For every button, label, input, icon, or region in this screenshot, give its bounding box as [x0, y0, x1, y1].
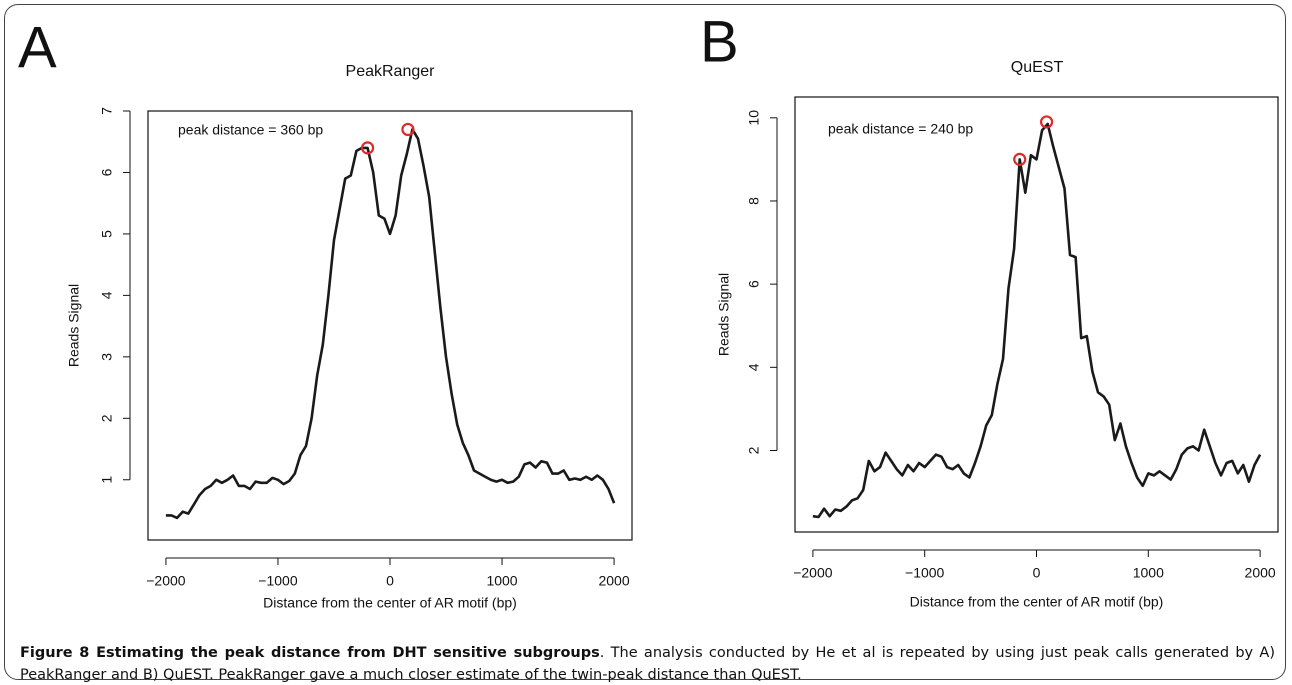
chart-title: QuEST	[1011, 59, 1064, 76]
x-tick-label: 0	[386, 573, 394, 589]
data-line	[165, 128, 616, 520]
chart-title: PeakRanger	[346, 63, 436, 80]
y-axis-label: Reads Signal	[66, 284, 82, 367]
y-tick-label: 4	[746, 363, 762, 371]
y-tick-label: 5	[99, 230, 115, 238]
annotation: peak distance = 360 bp	[178, 122, 323, 138]
y-tick-label: 4	[99, 291, 115, 299]
caption-title: Figure 8 Estimating the peak distance fr…	[20, 645, 600, 661]
x-tick-label: −1000	[258, 573, 298, 589]
panel-label: A	[18, 15, 57, 80]
x-axis-label: Distance from the center of AR motif (bp…	[910, 594, 1164, 610]
y-tick-label: 10	[746, 110, 762, 126]
x-tick-label: −2000	[793, 565, 833, 581]
y-tick-label: 6	[746, 280, 762, 288]
x-tick-label: 2000	[598, 573, 629, 589]
x-tick-label: −2000	[146, 573, 186, 589]
y-axis-label: Reads Signal	[716, 273, 732, 356]
peak-marker	[1039, 115, 1054, 129]
x-tick-label: 2000	[1245, 565, 1276, 581]
charts: A PeakRanger Distance from the center of A…	[18, 9, 1279, 611]
y-tick-label: 2	[99, 414, 115, 422]
peak-marker	[401, 122, 415, 137]
panel-label: B	[700, 9, 739, 74]
x-tick-label: 0	[1033, 565, 1041, 581]
plot-box	[147, 110, 633, 541]
x-tick-label: −1000	[905, 565, 945, 581]
caption: Figure 8 Estimating the peak distance fr…	[20, 642, 1275, 685]
y-tick-label: 2	[746, 446, 762, 454]
caption-text: . The analysis conducted by He et al is …	[20, 645, 1275, 683]
x-axis-label: Distance from the center of AR motif (bp…	[263, 595, 517, 611]
annotation: peak distance = 240 bp	[828, 121, 973, 137]
peak-marker	[360, 141, 375, 155]
y-tick-label: 1	[99, 476, 115, 484]
x-tick-label: 1000	[486, 573, 517, 589]
y-tick-label: 6	[99, 168, 115, 176]
y-tick-label: 8	[746, 197, 762, 205]
plot-box	[794, 96, 1279, 533]
frame	[4, 4, 1286, 680]
data-line	[812, 122, 1262, 519]
y-tick-label: 3	[99, 353, 115, 361]
y-tick-label: 7	[99, 107, 115, 115]
x-tick-label: 1000	[1133, 565, 1164, 581]
peak-marker	[1013, 152, 1027, 166]
